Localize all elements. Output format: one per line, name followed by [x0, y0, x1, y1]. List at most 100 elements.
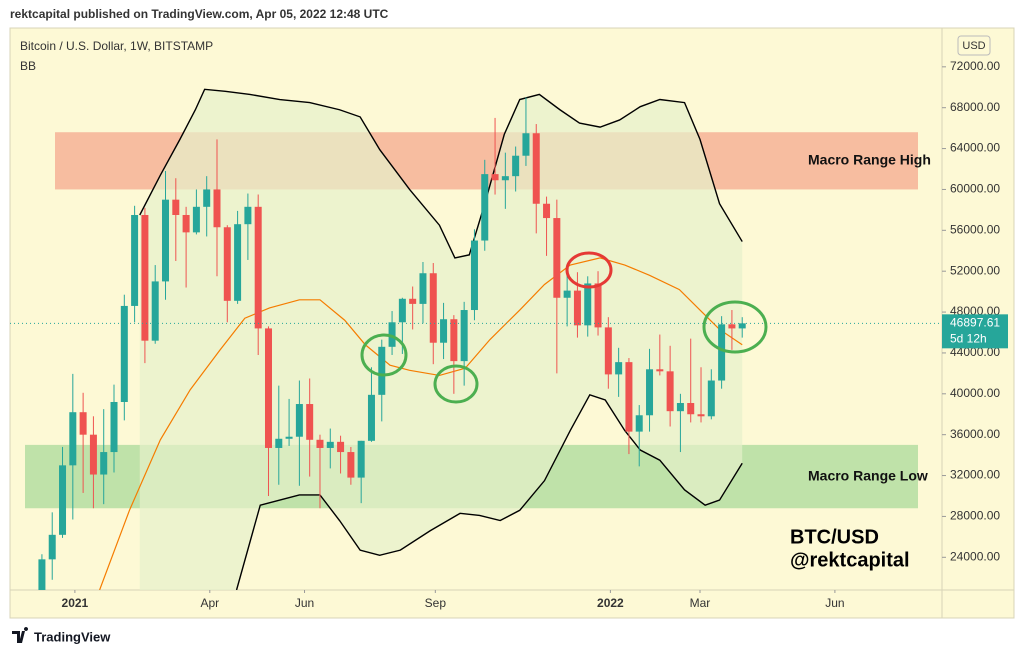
circle-highlight [433, 364, 479, 404]
candle-body [573, 290, 581, 326]
candle-body [131, 214, 139, 306]
currency-label: USD [962, 40, 985, 52]
band-line [139, 88, 743, 259]
y-tick-label: 32000.00 [950, 468, 1000, 482]
candle-body [666, 371, 674, 412]
candle-body [192, 206, 200, 233]
circle-highlight [565, 251, 613, 289]
candle-body [543, 203, 551, 219]
y-tick-label: 44000.00 [950, 345, 1000, 359]
candle-body [306, 404, 314, 440]
candle-body [481, 174, 489, 241]
candle-body [172, 199, 180, 215]
candle-body [244, 206, 252, 225]
candle-body [440, 319, 448, 343]
y-tick-label: 40000.00 [950, 386, 1000, 400]
candle-body [182, 214, 190, 233]
chart-title: Bitcoin / U.S. Dollar, 1W, BITSTAMP [20, 39, 213, 53]
candle-body [470, 240, 478, 311]
candle-body [512, 155, 520, 177]
x-tick-label: Sep [425, 596, 447, 610]
candle-body [625, 362, 633, 432]
candle-body [110, 401, 118, 453]
countdown-label: 5d 12h [950, 332, 987, 346]
candle-body [367, 394, 375, 441]
candle-body [522, 133, 530, 156]
candle-body [553, 218, 561, 298]
candle-body [100, 452, 108, 475]
x-tick-label: 2021 [62, 596, 89, 610]
candle-body [357, 440, 365, 478]
logo-mark [12, 627, 29, 643]
candle-body [38, 559, 46, 590]
candle-body [738, 323, 746, 329]
candle-body [213, 189, 221, 228]
y-tick-label: 60000.00 [950, 182, 1000, 196]
candle-body [89, 434, 97, 475]
y-tick-label: 52000.00 [950, 263, 1000, 277]
candle-body [285, 436, 293, 439]
circle-highlight [360, 333, 408, 377]
candle-body [234, 224, 242, 301]
candle-body [162, 199, 170, 282]
y-tick-label: 72000.00 [950, 59, 1000, 73]
zone-label: Macro Range High [808, 152, 931, 168]
candle-body [532, 133, 540, 204]
candle-body [460, 310, 468, 362]
y-tick-label: 36000.00 [950, 427, 1000, 441]
y-tick-label: 56000.00 [950, 222, 1000, 236]
candle-body [398, 298, 406, 323]
candle-body [646, 369, 654, 416]
candle-body [656, 369, 664, 372]
candle-body [491, 174, 499, 181]
overlay [360, 251, 768, 404]
candle-body [48, 534, 56, 560]
y-tick-label: 28000.00 [950, 509, 1000, 523]
circle-highlight [702, 300, 768, 354]
y-tick-label: 68000.00 [950, 100, 1000, 114]
candle-body [687, 403, 695, 415]
candle-body [450, 319, 458, 362]
candle-body [429, 273, 437, 343]
candle-body [223, 227, 231, 301]
candle-body [337, 441, 345, 453]
candle-body [275, 438, 283, 448]
y-tick-label: 64000.00 [950, 141, 1000, 155]
candle-body [59, 465, 67, 535]
candle-body [120, 305, 128, 402]
candle-body [707, 380, 715, 417]
candle-body [615, 362, 623, 375]
candle-body [326, 441, 334, 448]
header: rektcapital published on TradingView.com… [10, 7, 389, 21]
candle-body [203, 189, 211, 207]
candle-body [501, 176, 509, 181]
candle-body [79, 412, 87, 435]
candle-body [378, 346, 386, 395]
candle-body [635, 415, 643, 432]
candle-body [604, 327, 612, 375]
currency-box [957, 35, 991, 56]
candle-body [718, 324, 726, 381]
candle-body [409, 298, 417, 304]
y-tick-label: 24000.00 [950, 549, 1000, 563]
band-line [99, 257, 743, 590]
last-price-box [942, 314, 1008, 349]
candle-body [151, 281, 159, 341]
candle-body [316, 439, 324, 448]
candle-body [728, 324, 736, 329]
candle-body [69, 412, 77, 466]
footer-brand: TradingView [34, 629, 111, 644]
candle-body [676, 403, 684, 412]
candle-body [584, 283, 592, 326]
indicator-label: BB [20, 59, 36, 73]
x-tick-label: Jun [295, 596, 314, 610]
candle-body [388, 322, 396, 347]
x-tick-label: 2022 [597, 596, 624, 610]
candle-body [295, 404, 303, 437]
x-tick-label: Apr [200, 596, 219, 610]
zone-label: Macro Range Low [808, 467, 928, 483]
candle-body [254, 206, 262, 329]
annotation: BTC/USD [790, 526, 879, 548]
plot [10, 88, 942, 590]
